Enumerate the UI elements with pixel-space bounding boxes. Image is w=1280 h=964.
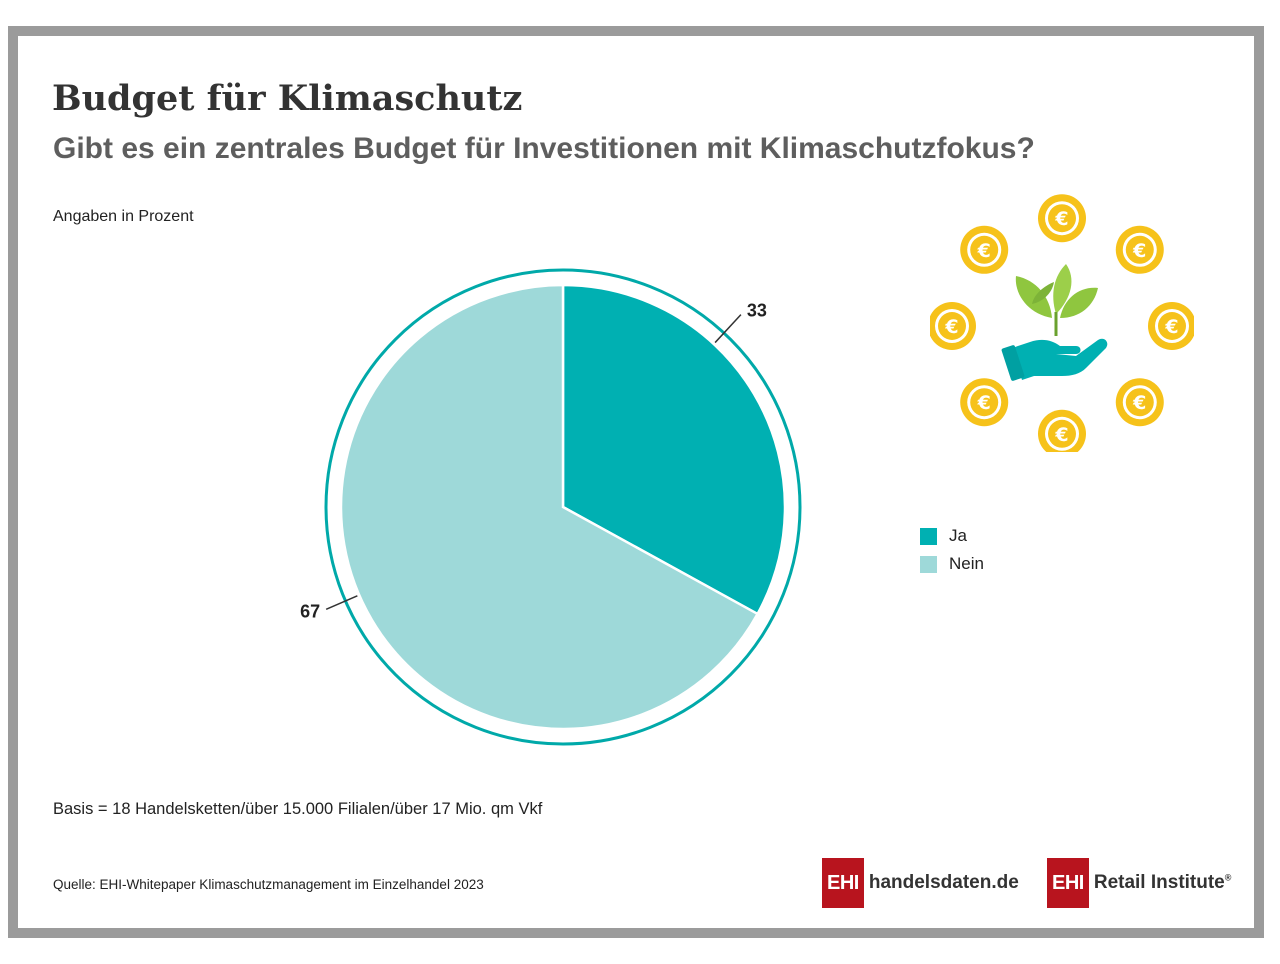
svg-text:€: € <box>977 392 991 414</box>
euro-coin-icon: € <box>1038 194 1086 243</box>
plant-in-hand-icon <box>1001 264 1108 381</box>
units-note: Angaben in Prozent <box>53 208 194 225</box>
legend-label-ja: Ja <box>949 526 967 545</box>
euro-coin-icon: € <box>960 225 1009 274</box>
svg-text:€: € <box>1054 424 1068 446</box>
euro-coin-icon: € <box>1115 378 1164 427</box>
chart-subtitle: Gibt es ein zentrales Budget für Investi… <box>53 132 1035 165</box>
logo-retail-text: Retail Institute® <box>1094 872 1232 894</box>
logo-ehi-box: EHI <box>1047 858 1089 908</box>
basis-note: Basis = 18 Handelsketten/über 15.000 Fil… <box>53 800 543 818</box>
budget-illustration: € € € € € € € € <box>928 190 1196 458</box>
svg-text:€: € <box>1132 392 1146 414</box>
registered-mark: ® <box>1224 872 1232 883</box>
legend-swatch-ja <box>920 527 937 545</box>
legend-swatch-nein <box>920 555 937 573</box>
logo-retail-institute[interactable]: EHI Retail Institute® <box>1047 858 1231 908</box>
svg-text:€: € <box>977 240 991 262</box>
euro-coin-icon: € <box>1038 409 1086 458</box>
chart-legend: Ja Nein <box>920 522 984 578</box>
logo-ehi-box: EHI <box>822 858 864 908</box>
svg-text:€: € <box>1054 208 1068 230</box>
euro-coin-icon: € <box>960 378 1009 427</box>
legend-item-nein: Nein <box>920 550 984 578</box>
euro-coin-icon: € <box>1115 225 1164 274</box>
svg-text:€: € <box>1132 240 1146 262</box>
svg-text:€: € <box>944 316 958 338</box>
legend-item-ja: Ja <box>920 522 984 550</box>
euro-coin-icon: € <box>928 302 976 350</box>
logo-handelsdaten[interactable]: EHI handelsdaten.de <box>822 858 1019 908</box>
logo-handelsdaten-text: handelsdaten.de <box>868 872 1019 893</box>
svg-text:€: € <box>1164 316 1178 338</box>
source-note: Quelle: EHI-Whitepaper Klimaschutzmanage… <box>53 877 484 892</box>
chart-title: Budget für Klimaschutz <box>52 78 523 119</box>
legend-label-nein: Nein <box>949 554 984 573</box>
euro-coin-icon: € <box>1148 302 1196 350</box>
logo-retail-name: Retail Institute <box>1093 872 1225 893</box>
